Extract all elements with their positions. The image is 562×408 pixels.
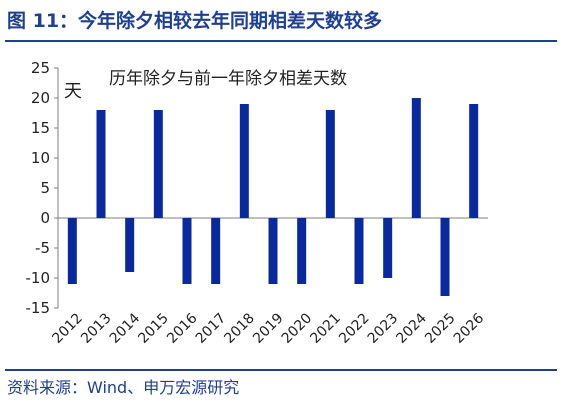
- y-tick-label: 10: [31, 149, 50, 167]
- bar-2024: [411, 98, 421, 218]
- bar-2021: [325, 110, 335, 218]
- bar-2017: [211, 218, 221, 284]
- x-tick-label: 2026: [451, 310, 488, 347]
- y-tick-label: 0: [40, 209, 50, 227]
- title-divider: [5, 40, 557, 42]
- x-tick-label: 2016: [164, 310, 201, 347]
- bar-2019: [268, 218, 278, 284]
- figure-title: 图 11：今年除夕相较去年同期相差天数较多: [7, 10, 383, 32]
- bar-2013: [96, 110, 106, 218]
- y-tick-label: 25: [31, 59, 50, 77]
- bar-2025: [440, 218, 450, 296]
- x-tick-label: 2020: [279, 310, 316, 347]
- x-tick-label: 2021: [307, 310, 344, 347]
- x-tick-label: 2015: [135, 310, 172, 347]
- x-tick-label: 2017: [193, 310, 230, 347]
- bar-2018: [239, 104, 249, 218]
- x-tick-label: 2018: [221, 310, 258, 347]
- y-axis: -15 -10 -5 0 5 10 15 20 25: [26, 59, 59, 317]
- bar-2026: [469, 104, 479, 218]
- chart-title: 历年除夕与前一年除夕相差天数: [109, 69, 347, 89]
- x-tick-label: 2022: [336, 310, 373, 347]
- source-note: 资料来源：Wind、申万宏源研究: [7, 378, 240, 397]
- bar-2012: [67, 218, 77, 284]
- x-tick-label: 2024: [393, 310, 430, 347]
- source-divider: [5, 369, 557, 371]
- bar-2016: [182, 218, 192, 284]
- bar-series: [67, 98, 479, 296]
- y-tick-label: 15: [31, 119, 50, 137]
- bar-2020: [297, 218, 307, 284]
- y-tick-label: 5: [40, 179, 50, 197]
- y-tick-label: 20: [31, 89, 50, 107]
- y-tick-label: -5: [35, 239, 50, 257]
- y-tick-label: -15: [26, 299, 51, 317]
- y-axis-unit-label: 天: [64, 81, 82, 102]
- bar-2022: [354, 218, 364, 284]
- y-tick-label: -10: [26, 269, 51, 287]
- x-tick-label: 2014: [107, 310, 144, 347]
- x-tick-label: 2019: [250, 310, 287, 347]
- bar-2014: [125, 218, 135, 272]
- x-tick-label: 2023: [365, 310, 402, 347]
- bar-2023: [383, 218, 393, 278]
- x-tick-label: 2012: [49, 310, 86, 347]
- bar-2015: [153, 110, 163, 218]
- x-tick-label: 2013: [78, 310, 115, 347]
- x-tick-label: 2025: [422, 310, 459, 347]
